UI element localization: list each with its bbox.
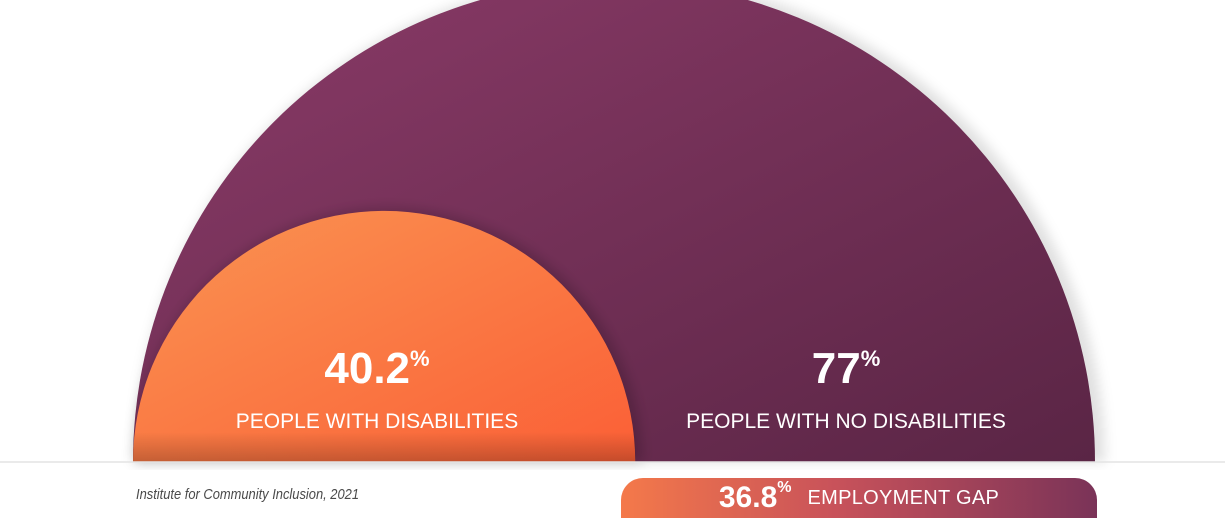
gap-unit: % <box>777 479 792 496</box>
source-citation: Institute for Community Inclusion, 2021 <box>136 486 359 503</box>
gap-value: 36.8 <box>718 481 778 514</box>
employment-semicircle-chart: 40.2% PEOPLE WITH DISABILITIES 77% PEOPL… <box>0 0 1225 463</box>
gap-label: EMPLOYMENT GAP <box>807 486 1000 509</box>
area-with-disabilities <box>133 210 636 462</box>
series-label-no-disabilities: PEOPLE WITH NO DISABILITIES <box>686 410 1006 433</box>
value-label-no-disabilities: 77% <box>812 344 881 393</box>
employment-gap-badge: 36.8% EMPLOYMENT GAP <box>621 478 1097 518</box>
value-label-with-disabilities: 40.2% <box>324 344 429 393</box>
series-label-with-disabilities: PEOPLE WITH DISABILITIES <box>236 410 518 433</box>
